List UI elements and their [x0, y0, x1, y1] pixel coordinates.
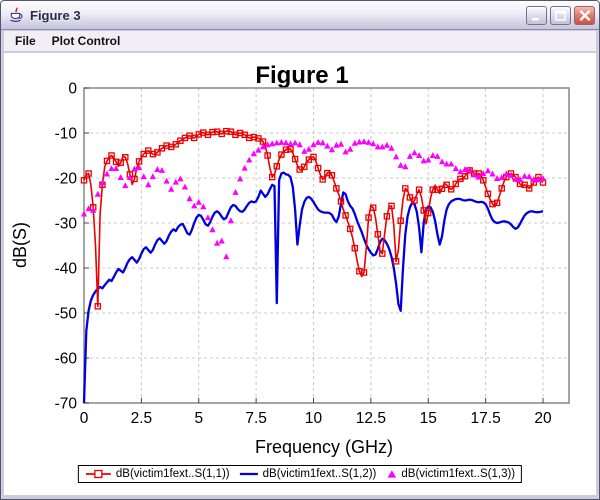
y-tick-label: -10	[55, 126, 78, 143]
chart-legend: dB(victim1fext..S(1,1)) dB(victim1fext..…	[77, 465, 523, 483]
x-tick-label: 17.5	[471, 410, 501, 427]
plot-border	[83, 87, 570, 404]
y-tick-label: -40	[55, 261, 78, 278]
plot-panel: Figure 1 0 2.5 5 7.5 10 12.5 15 17.5 20 0 -10 -20 -3…	[4, 53, 596, 495]
x-tick-label: 7.5	[245, 410, 267, 427]
x-tick-label: 0	[80, 410, 89, 427]
menu-item-plot-control[interactable]: Plot Control	[51, 34, 121, 48]
legend-item-s11: dB(victim1fext..S(1,1))	[85, 468, 230, 480]
series-markers-s13	[80, 138, 547, 260]
chart: Figure 1 0 2.5 5 7.5 10 12.5 15 17.5 20 0 -10 -20 -3…	[10, 62, 570, 457]
y-axis-label: dB(S)	[10, 222, 30, 268]
menu-item-file[interactable]: File	[15, 34, 36, 48]
chart-title: Figure 1	[255, 62, 348, 89]
legend-label-s11: dB(victim1fext..S(1,1))	[115, 468, 230, 480]
maximize-button[interactable]	[550, 5, 571, 25]
legend-marker-open-square-icon	[85, 469, 111, 479]
x-tick-label: 5	[194, 410, 203, 427]
legend-item-s13: dB(victim1fext..S(1,3))	[385, 468, 515, 480]
x-tick-label: 10	[305, 410, 323, 427]
minimize-icon	[532, 17, 539, 20]
grid-lines	[84, 88, 569, 403]
x-tick-label: 12.5	[356, 410, 386, 427]
legend-marker-line-icon	[239, 472, 258, 476]
x-tick-label: 2.5	[131, 410, 153, 427]
legend-item-s12: dB(victim1fext..S(1,2))	[239, 468, 377, 480]
y-tick-label: -50	[55, 306, 78, 323]
y-tick-label: -30	[55, 216, 78, 233]
y-tick-label: -70	[55, 396, 78, 413]
x-tick-label: 20	[534, 410, 552, 427]
menu-bar: File Plot Control	[4, 31, 596, 52]
legend-marker-triangle-icon	[387, 470, 396, 478]
window-title: Figure 3	[30, 7, 81, 23]
close-icon	[579, 9, 590, 21]
java-cup-icon	[10, 7, 23, 22]
x-axis-label: Frequency (GHz)	[255, 437, 393, 457]
series-line-s12	[82, 171, 544, 404]
window-frame: File Plot Control Figure 1 0 2.5 5 7.5 10 12.…	[1, 29, 599, 499]
close-button[interactable]	[574, 5, 595, 25]
minimize-button[interactable]	[526, 5, 547, 25]
x-tick-label: 15	[420, 410, 437, 427]
y-tick-label: -60	[55, 351, 78, 368]
series-markers-s11	[80, 127, 547, 310]
legend-label-s13: dB(victim1fext..S(1,3))	[401, 468, 516, 480]
maximize-icon	[555, 10, 566, 21]
legend-label-s12: dB(victim1fext..S(1,2))	[262, 468, 377, 480]
y-tick-label: 0	[68, 81, 77, 98]
title-bar[interactable]: Figure 3	[1, 1, 599, 29]
y-tick-label: -20	[55, 171, 78, 188]
